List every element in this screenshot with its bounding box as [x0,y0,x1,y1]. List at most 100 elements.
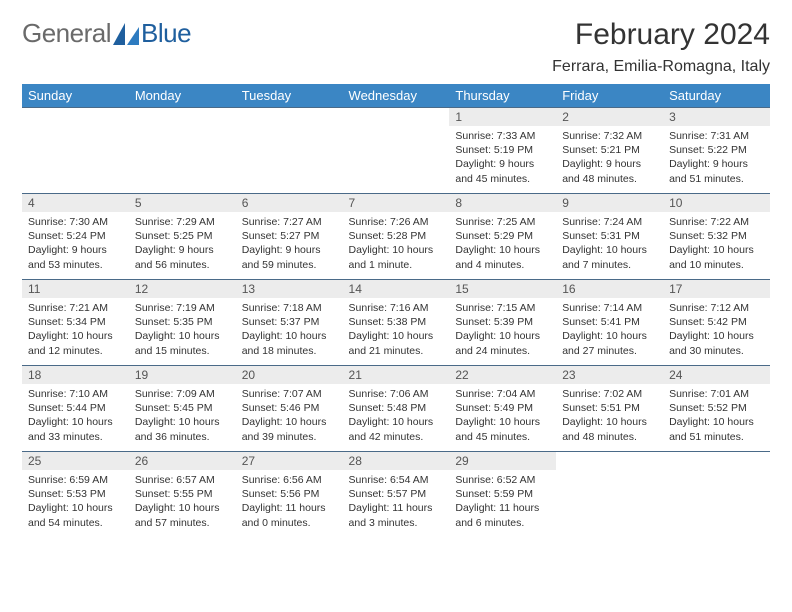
day-number: 10 [663,194,770,212]
day-cell: 22Sunrise: 7:04 AMSunset: 5:49 PMDayligh… [449,366,556,452]
day-number: 23 [556,366,663,384]
day-details: Sunrise: 7:21 AMSunset: 5:34 PMDaylight:… [22,298,129,364]
day-cell: 17Sunrise: 7:12 AMSunset: 5:42 PMDayligh… [663,280,770,366]
day-number: 11 [22,280,129,298]
day-cell: 7Sunrise: 7:26 AMSunset: 5:28 PMDaylight… [343,194,450,280]
day-number: 27 [236,452,343,470]
day-details: Sunrise: 7:30 AMSunset: 5:24 PMDaylight:… [22,212,129,278]
brand-part1: General [22,18,111,49]
day-details: Sunrise: 6:56 AMSunset: 5:56 PMDaylight:… [236,470,343,536]
day-cell: 26Sunrise: 6:57 AMSunset: 5:55 PMDayligh… [129,452,236,538]
day-cell: 21Sunrise: 7:06 AMSunset: 5:48 PMDayligh… [343,366,450,452]
day-cell: 25Sunrise: 6:59 AMSunset: 5:53 PMDayligh… [22,452,129,538]
day-cell: 9Sunrise: 7:24 AMSunset: 5:31 PMDaylight… [556,194,663,280]
day-number: 21 [343,366,450,384]
day-details: Sunrise: 7:31 AMSunset: 5:22 PMDaylight:… [663,126,770,192]
day-details: Sunrise: 7:14 AMSunset: 5:41 PMDaylight:… [556,298,663,364]
day-of-week-row: Sunday Monday Tuesday Wednesday Thursday… [22,84,770,108]
dow-header: Thursday [449,84,556,108]
day-cell: 8Sunrise: 7:25 AMSunset: 5:29 PMDaylight… [449,194,556,280]
day-cell: 29Sunrise: 6:52 AMSunset: 5:59 PMDayligh… [449,452,556,538]
day-number: 26 [129,452,236,470]
day-number: 15 [449,280,556,298]
day-cell: 2Sunrise: 7:32 AMSunset: 5:21 PMDaylight… [556,108,663,194]
dow-header: Friday [556,84,663,108]
day-number: 25 [22,452,129,470]
day-cell [556,452,663,538]
day-number: 28 [343,452,450,470]
day-details: Sunrise: 7:33 AMSunset: 5:19 PMDaylight:… [449,126,556,192]
day-details: Sunrise: 7:01 AMSunset: 5:52 PMDaylight:… [663,384,770,450]
day-details: Sunrise: 7:15 AMSunset: 5:39 PMDaylight:… [449,298,556,364]
day-cell: 19Sunrise: 7:09 AMSunset: 5:45 PMDayligh… [129,366,236,452]
day-details: Sunrise: 7:07 AMSunset: 5:46 PMDaylight:… [236,384,343,450]
day-cell: 4Sunrise: 7:30 AMSunset: 5:24 PMDaylight… [22,194,129,280]
header: General Blue February 2024 Ferrara, Emil… [22,18,770,76]
day-number: 1 [449,108,556,126]
dow-header: Sunday [22,84,129,108]
calendar-row: 18Sunrise: 7:10 AMSunset: 5:44 PMDayligh… [22,366,770,452]
dow-header: Saturday [663,84,770,108]
day-cell: 5Sunrise: 7:29 AMSunset: 5:25 PMDaylight… [129,194,236,280]
location-text: Ferrara, Emilia-Romagna, Italy [552,58,770,76]
day-number: 17 [663,280,770,298]
dow-header: Wednesday [343,84,450,108]
day-number: 29 [449,452,556,470]
day-number: 7 [343,194,450,212]
day-number: 19 [129,366,236,384]
day-details: Sunrise: 7:02 AMSunset: 5:51 PMDaylight:… [556,384,663,450]
title-block: February 2024 Ferrara, Emilia-Romagna, I… [552,18,770,76]
day-cell: 15Sunrise: 7:15 AMSunset: 5:39 PMDayligh… [449,280,556,366]
day-cell [343,108,450,194]
calendar-body: 1Sunrise: 7:33 AMSunset: 5:19 PMDaylight… [22,108,770,538]
day-number: 9 [556,194,663,212]
day-details: Sunrise: 7:19 AMSunset: 5:35 PMDaylight:… [129,298,236,364]
day-cell: 14Sunrise: 7:16 AMSunset: 5:38 PMDayligh… [343,280,450,366]
day-number: 22 [449,366,556,384]
day-cell [236,108,343,194]
day-cell [129,108,236,194]
day-number: 5 [129,194,236,212]
day-number: 2 [556,108,663,126]
calendar-row: 4Sunrise: 7:30 AMSunset: 5:24 PMDaylight… [22,194,770,280]
day-details: Sunrise: 7:06 AMSunset: 5:48 PMDaylight:… [343,384,450,450]
day-number: 12 [129,280,236,298]
month-title: February 2024 [552,18,770,52]
day-cell: 3Sunrise: 7:31 AMSunset: 5:22 PMDaylight… [663,108,770,194]
day-cell: 27Sunrise: 6:56 AMSunset: 5:56 PMDayligh… [236,452,343,538]
day-details: Sunrise: 7:29 AMSunset: 5:25 PMDaylight:… [129,212,236,278]
day-cell: 28Sunrise: 6:54 AMSunset: 5:57 PMDayligh… [343,452,450,538]
day-details: Sunrise: 7:22 AMSunset: 5:32 PMDaylight:… [663,212,770,278]
sail-icon [113,23,139,45]
day-number: 3 [663,108,770,126]
day-cell [22,108,129,194]
day-cell: 23Sunrise: 7:02 AMSunset: 5:51 PMDayligh… [556,366,663,452]
day-details: Sunrise: 7:10 AMSunset: 5:44 PMDaylight:… [22,384,129,450]
day-details: Sunrise: 7:18 AMSunset: 5:37 PMDaylight:… [236,298,343,364]
day-number: 4 [22,194,129,212]
day-details: Sunrise: 7:27 AMSunset: 5:27 PMDaylight:… [236,212,343,278]
day-cell: 10Sunrise: 7:22 AMSunset: 5:32 PMDayligh… [663,194,770,280]
calendar-row: 11Sunrise: 7:21 AMSunset: 5:34 PMDayligh… [22,280,770,366]
brand-part2: Blue [141,22,191,45]
day-number: 8 [449,194,556,212]
day-number: 18 [22,366,129,384]
day-details: Sunrise: 7:26 AMSunset: 5:28 PMDaylight:… [343,212,450,278]
day-cell: 24Sunrise: 7:01 AMSunset: 5:52 PMDayligh… [663,366,770,452]
day-details: Sunrise: 6:54 AMSunset: 5:57 PMDaylight:… [343,470,450,536]
calendar-row: 1Sunrise: 7:33 AMSunset: 5:19 PMDaylight… [22,108,770,194]
day-details: Sunrise: 7:32 AMSunset: 5:21 PMDaylight:… [556,126,663,192]
calendar-row: 25Sunrise: 6:59 AMSunset: 5:53 PMDayligh… [22,452,770,538]
dow-header: Tuesday [236,84,343,108]
day-details: Sunrise: 7:04 AMSunset: 5:49 PMDaylight:… [449,384,556,450]
day-cell: 18Sunrise: 7:10 AMSunset: 5:44 PMDayligh… [22,366,129,452]
dow-header: Monday [129,84,236,108]
day-details: Sunrise: 7:24 AMSunset: 5:31 PMDaylight:… [556,212,663,278]
day-cell: 11Sunrise: 7:21 AMSunset: 5:34 PMDayligh… [22,280,129,366]
day-details: Sunrise: 7:25 AMSunset: 5:29 PMDaylight:… [449,212,556,278]
day-number: 16 [556,280,663,298]
day-number: 6 [236,194,343,212]
day-details: Sunrise: 6:59 AMSunset: 5:53 PMDaylight:… [22,470,129,536]
day-cell [663,452,770,538]
day-cell: 1Sunrise: 7:33 AMSunset: 5:19 PMDaylight… [449,108,556,194]
